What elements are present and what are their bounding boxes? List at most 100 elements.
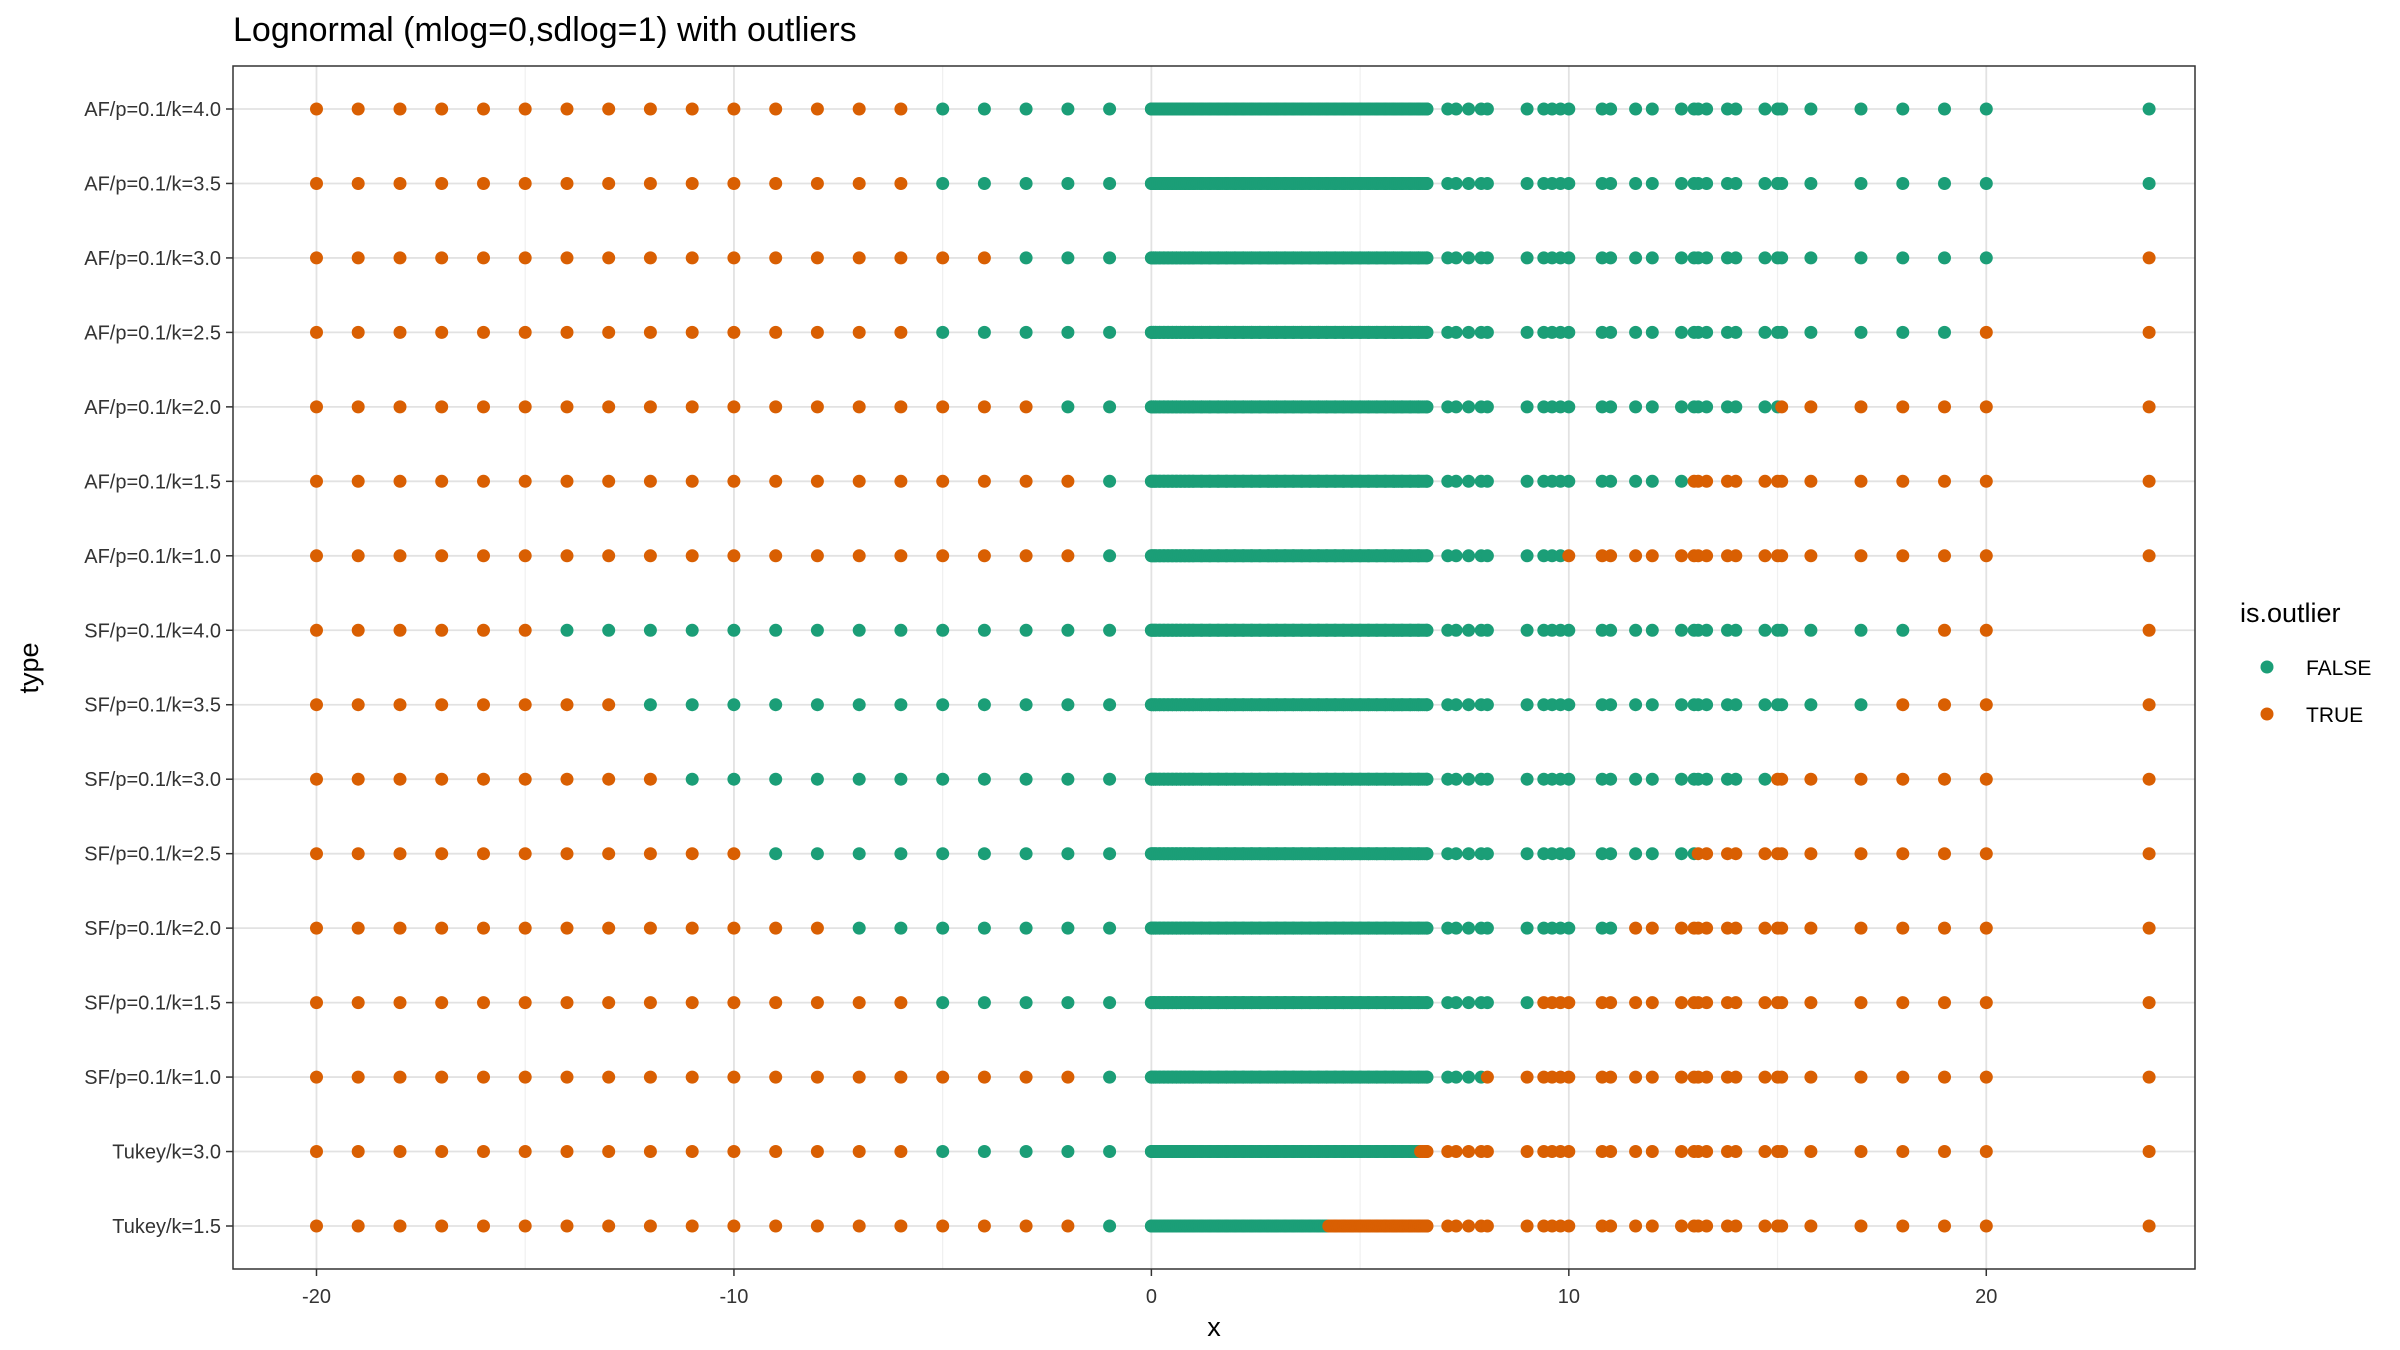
legend-label-false: FALSE [2306, 657, 2371, 680]
point-outlier [1629, 1219, 1643, 1233]
point-non-outlier [1758, 102, 1772, 116]
point-outlier [685, 921, 699, 935]
point-outlier [1775, 1145, 1789, 1158]
point-non-outlier [936, 623, 950, 637]
point-outlier [1629, 549, 1643, 563]
point-outlier [643, 474, 657, 488]
point-outlier [1675, 1219, 1688, 1233]
point-non-outlier [1019, 177, 1033, 190]
point-non-outlier [1604, 325, 1618, 339]
point-non-outlier [1103, 549, 1117, 563]
point-outlier [1520, 1070, 1534, 1084]
point-non-outlier [1420, 177, 1434, 190]
point-non-outlier [1645, 698, 1659, 712]
point-non-outlier [1462, 549, 1476, 563]
point-outlier [1604, 1145, 1618, 1158]
point-non-outlier [1675, 177, 1688, 190]
chart-title: Lognormal (mlog=0,sdlog=1) with outliers [233, 11, 857, 49]
point-non-outlier [936, 772, 950, 786]
legend-title: is.outlier [2240, 598, 2341, 628]
point-non-outlier [977, 325, 991, 339]
point-outlier [1804, 474, 1818, 488]
point-outlier [1804, 996, 1818, 1010]
point-outlier [435, 698, 449, 712]
point-outlier [393, 921, 407, 935]
point-outlier [2142, 549, 2156, 563]
point-non-outlier [1462, 772, 1476, 786]
point-outlier [1758, 549, 1772, 563]
point-outlier [310, 623, 323, 637]
point-outlier [477, 549, 490, 563]
point-outlier [894, 1145, 908, 1158]
point-non-outlier [1729, 177, 1743, 190]
point-non-outlier [977, 102, 991, 116]
point-non-outlier [1700, 325, 1714, 339]
point-outlier [602, 177, 616, 190]
point-non-outlier [1758, 772, 1772, 786]
point-non-outlier [1520, 400, 1534, 414]
point-outlier [727, 400, 741, 414]
point-outlier [643, 549, 657, 563]
point-non-outlier [1675, 847, 1688, 861]
point-non-outlier [936, 921, 950, 935]
point-non-outlier [1700, 698, 1714, 712]
point-outlier [685, 549, 699, 563]
point-outlier [602, 102, 616, 116]
point-non-outlier [685, 772, 699, 786]
point-non-outlier [1896, 102, 1910, 116]
point-outlier [435, 847, 449, 861]
point-outlier [769, 1145, 783, 1158]
point-non-outlier [727, 772, 741, 786]
point-non-outlier [1103, 1070, 1117, 1084]
point-non-outlier [1675, 251, 1688, 265]
point-outlier [393, 474, 407, 488]
point-non-outlier [1061, 623, 1075, 637]
point-outlier [1804, 400, 1818, 414]
point-non-outlier [727, 623, 741, 637]
point-outlier [1775, 549, 1789, 563]
point-non-outlier [1420, 325, 1434, 339]
point-non-outlier [1645, 400, 1659, 414]
x-axis-ticks: -20 -10 0 10 20 [302, 1269, 1997, 1308]
y-tick-label: Tukey/k=1.5 [112, 1216, 221, 1238]
point-outlier [727, 1145, 741, 1158]
point-outlier [393, 1070, 407, 1084]
y-tick-label: SF/p=0.1/k=1.5 [84, 993, 221, 1015]
point-outlier [435, 400, 449, 414]
point-non-outlier [1420, 1070, 1434, 1084]
point-non-outlier [1520, 996, 1534, 1010]
x-axis-title: x [1207, 1312, 1221, 1342]
point-outlier [2142, 1219, 2156, 1233]
point-outlier [643, 1070, 657, 1084]
point-outlier [769, 474, 783, 488]
legend-key-false [2260, 660, 2274, 674]
point-outlier [351, 772, 365, 786]
point-non-outlier [1562, 177, 1576, 190]
point-outlier [769, 1219, 783, 1233]
point-outlier [477, 1145, 490, 1158]
point-non-outlier [1103, 1219, 1117, 1233]
point-outlier [810, 1145, 824, 1158]
point-non-outlier [1019, 772, 1033, 786]
point-non-outlier [1629, 772, 1643, 786]
point-outlier [1645, 549, 1659, 563]
point-non-outlier [894, 772, 908, 786]
point-outlier [560, 102, 574, 116]
point-non-outlier [936, 698, 950, 712]
point-non-outlier [1562, 102, 1576, 116]
point-non-outlier [1103, 698, 1117, 712]
point-outlier [1938, 549, 1951, 563]
point-outlier [727, 1219, 741, 1233]
point-outlier [518, 847, 532, 861]
point-non-outlier [643, 623, 657, 637]
point-outlier [810, 1070, 824, 1084]
point-non-outlier [936, 177, 950, 190]
point-non-outlier [1604, 921, 1618, 935]
point-outlier [560, 325, 574, 339]
point-outlier [435, 1070, 449, 1084]
point-non-outlier [1604, 847, 1618, 861]
point-outlier [769, 921, 783, 935]
point-non-outlier [1019, 251, 1033, 265]
y-tick-label: SF/p=0.1/k=3.0 [84, 769, 221, 791]
point-non-outlier [1019, 623, 1033, 637]
